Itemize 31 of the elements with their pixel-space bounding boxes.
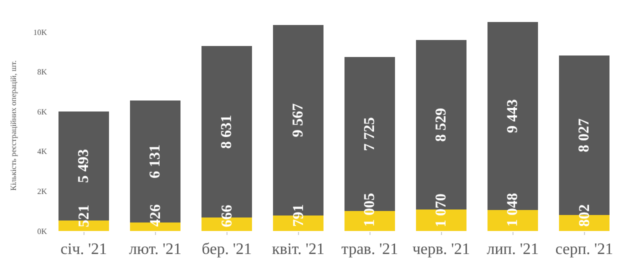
data-label: 6 131 <box>147 144 164 178</box>
data-label: 9 567 <box>290 102 306 138</box>
y-tick-label: 0K <box>37 226 48 236</box>
x-tick-label: черв. '21 <box>412 241 470 258</box>
y-tick-label: 6K <box>37 107 48 116</box>
data-label: 8 027 <box>576 118 592 152</box>
data-label: 521 <box>76 204 92 228</box>
x-tick-label: квіт. '21 <box>272 241 324 258</box>
y-tick-label: 8K <box>37 68 48 77</box>
y-tick-label: 4K <box>37 147 48 156</box>
data-label: 8 631 <box>218 114 235 149</box>
y-tick-label: 2K <box>37 186 48 196</box>
x-tick-label: трав. '21 <box>341 241 398 258</box>
x-tick-label: лип. '21 <box>486 241 539 258</box>
data-label: 8 529 <box>433 108 450 142</box>
data-label: 791 <box>290 204 307 227</box>
y-axis-title: Кількість реєстраційних операцій, шт. <box>8 60 18 191</box>
data-label: 666 <box>219 204 236 228</box>
data-label: 1 005 <box>362 193 378 227</box>
data-label: 9 443 <box>504 99 521 134</box>
data-label: 426 <box>148 204 164 227</box>
x-tick-label: січ. '21 <box>60 241 107 258</box>
data-label: 7 725 <box>362 117 378 151</box>
data-label: 802 <box>576 204 593 227</box>
data-label: 1 048 <box>504 193 521 227</box>
y-tick-label: 10K <box>33 28 48 37</box>
x-tick-label: бер. '21 <box>202 241 252 258</box>
x-tick-label: серп. '21 <box>555 241 614 258</box>
x-tick-label: лют. '21 <box>129 241 182 258</box>
data-label: 1 070 <box>433 194 450 228</box>
data-label: 5 493 <box>76 149 92 183</box>
